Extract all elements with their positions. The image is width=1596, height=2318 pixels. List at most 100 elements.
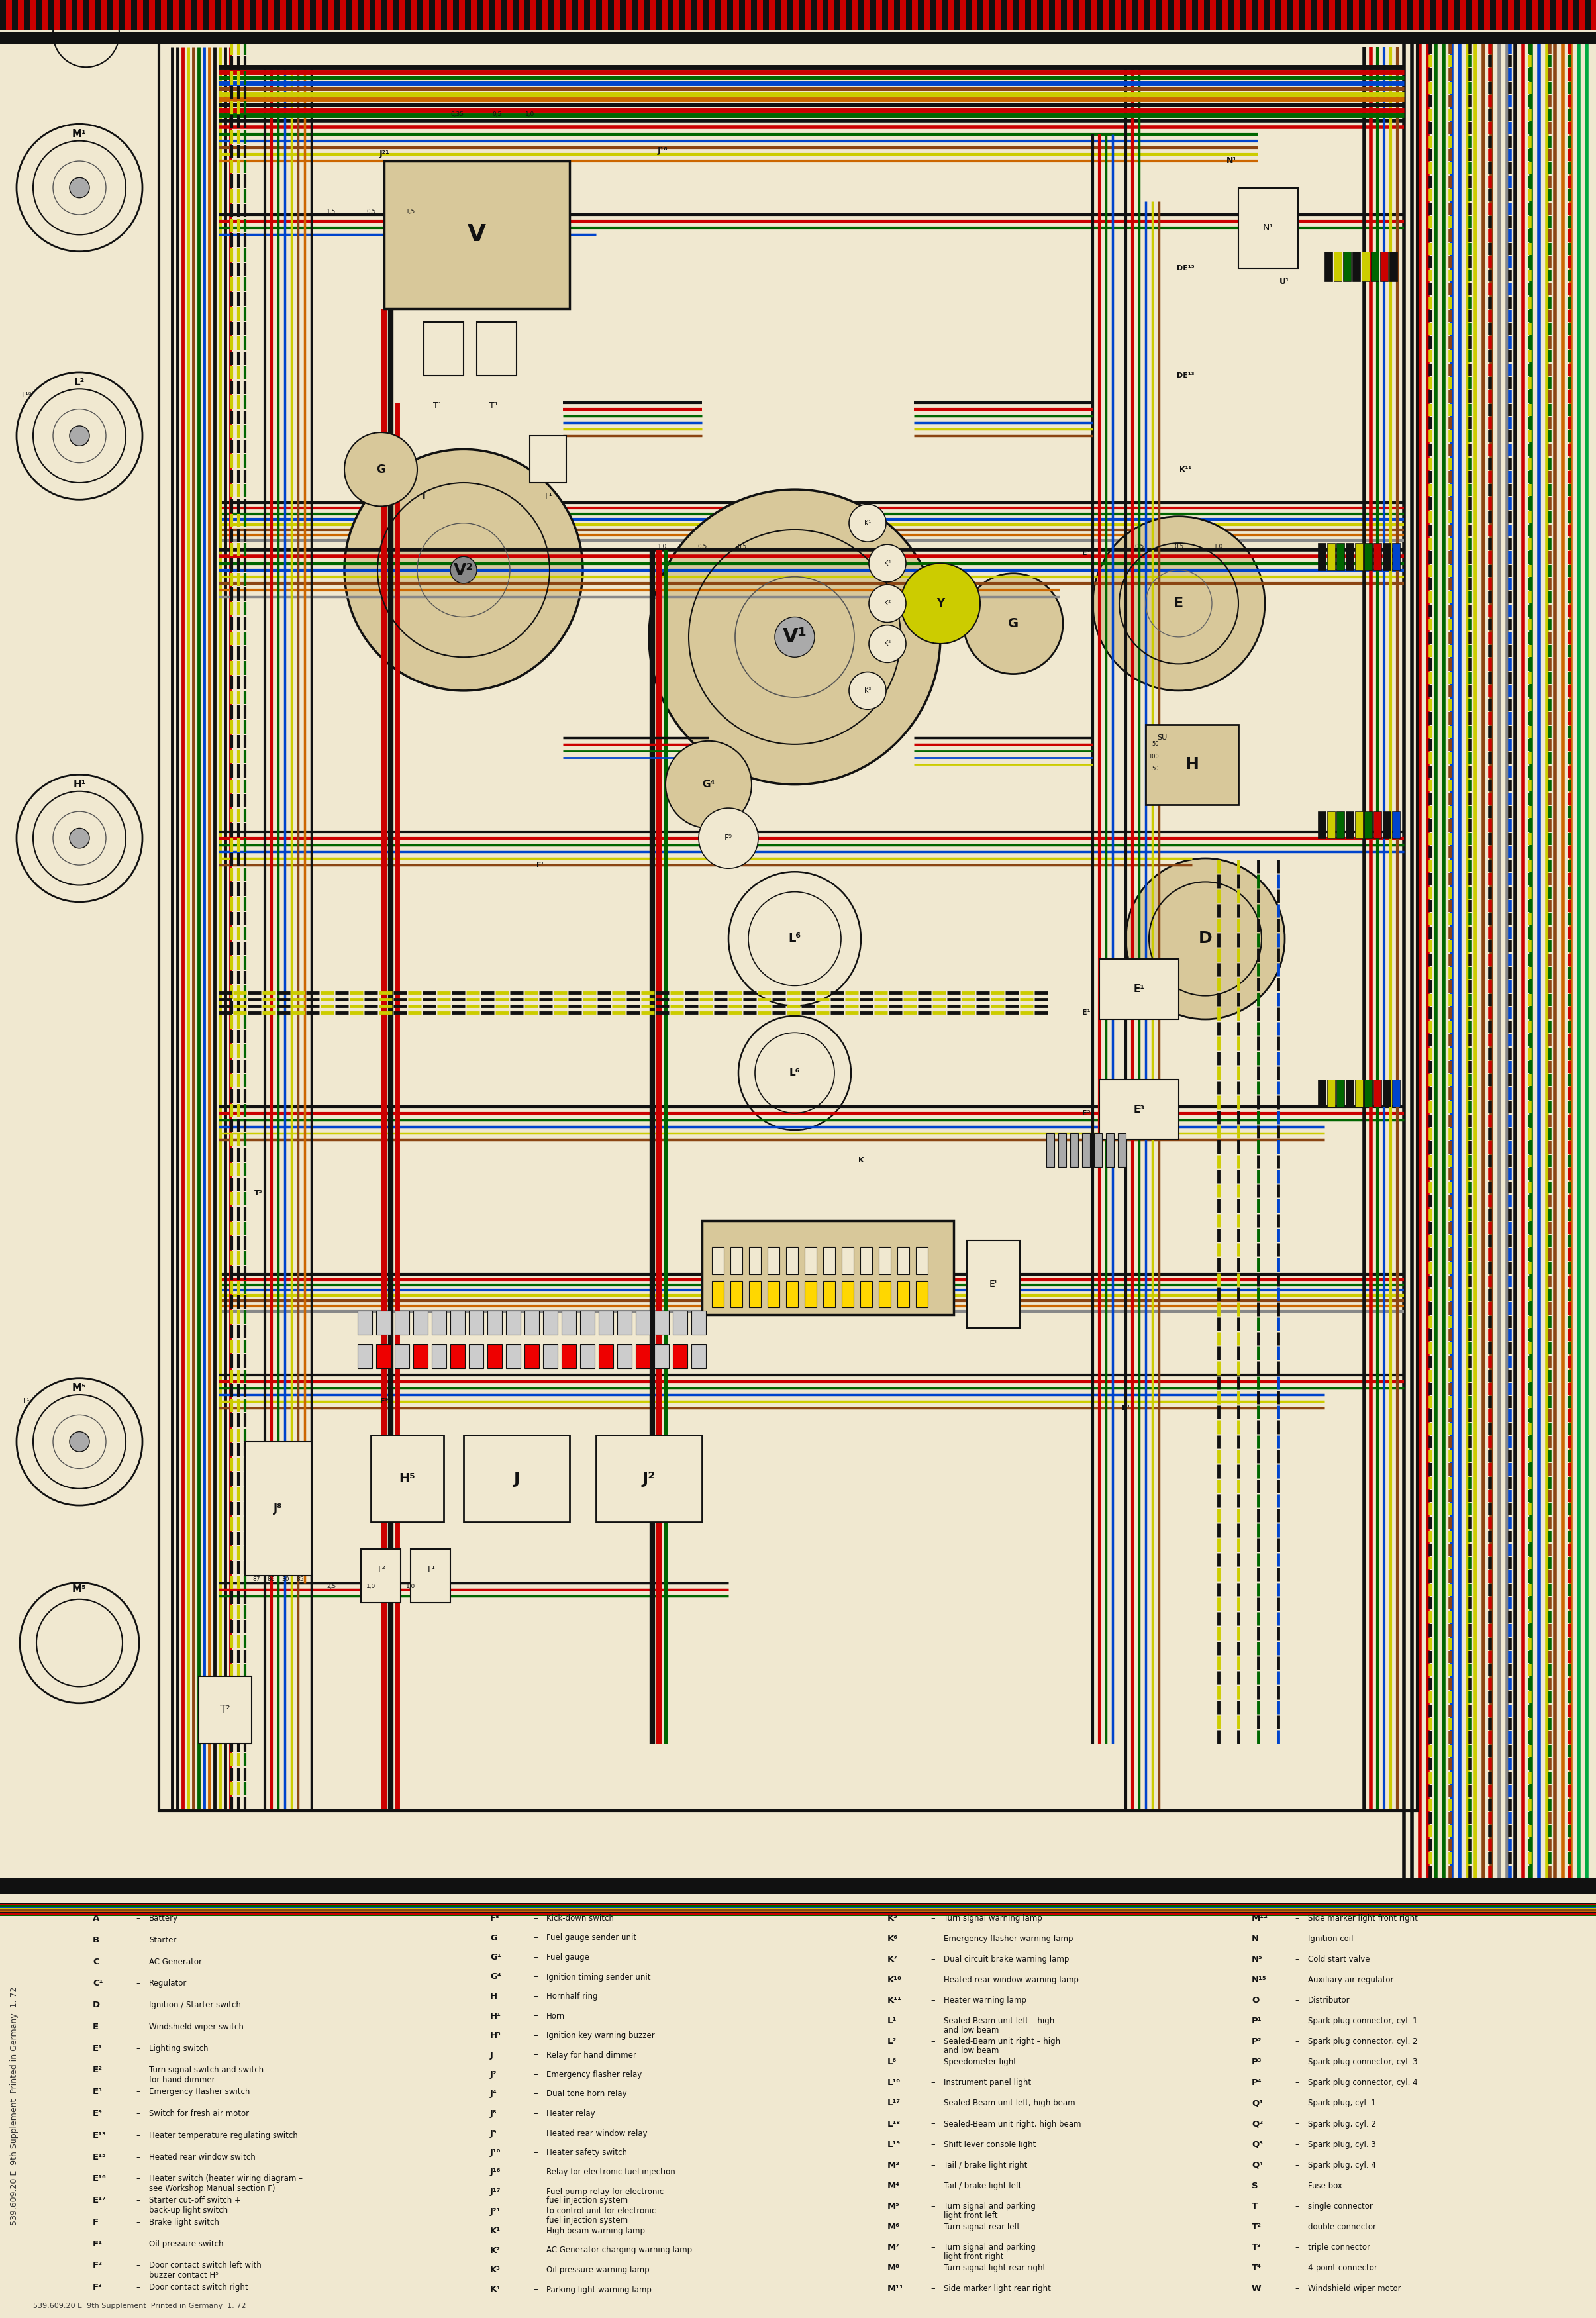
Text: –: – — [533, 2167, 538, 2177]
Text: –: – — [1294, 1915, 1299, 1922]
Text: Fuse box: Fuse box — [1309, 2181, 1342, 2191]
Text: DE¹⁵: DE¹⁵ — [1176, 264, 1194, 271]
Bar — [798, 0, 804, 30]
Bar — [120, 0, 124, 30]
Text: T³: T³ — [1251, 2244, 1261, 2251]
Bar — [618, 1344, 632, 1368]
Circle shape — [699, 809, 758, 869]
Text: M¹: M¹ — [72, 130, 86, 139]
Text: Door contact switch right: Door contact switch right — [148, 2283, 247, 2293]
Text: G⁴: G⁴ — [702, 779, 715, 790]
Text: Parking light warning lamp: Parking light warning lamp — [546, 2286, 651, 2295]
Text: E¹⁷: E¹⁷ — [93, 2195, 107, 2204]
Circle shape — [16, 125, 142, 250]
Text: M⁵: M⁵ — [887, 2202, 900, 2211]
Text: T¹: T¹ — [488, 401, 498, 410]
Bar — [1392, 1080, 1400, 1106]
Bar — [450, 1344, 464, 1368]
Text: D: D — [93, 2000, 101, 2010]
Text: E¹⁶: E¹⁶ — [93, 2174, 107, 2184]
Text: V²: V² — [453, 561, 474, 577]
Bar — [897, 1247, 910, 1275]
Text: Battery: Battery — [148, 1915, 179, 1922]
Bar — [131, 0, 137, 30]
Bar — [464, 0, 471, 30]
Text: J¹⁶: J¹⁶ — [490, 2167, 501, 2177]
Bar — [477, 322, 517, 376]
Bar — [72, 0, 78, 30]
Bar — [1312, 0, 1317, 30]
Text: –: – — [1294, 1996, 1299, 2005]
Bar — [619, 0, 626, 30]
Bar — [763, 0, 769, 30]
Text: T⁴: T⁴ — [1251, 2265, 1261, 2272]
Text: 1,0: 1,0 — [658, 545, 667, 549]
Bar — [654, 1312, 669, 1335]
Text: G: G — [377, 464, 385, 475]
Text: B: B — [93, 1936, 99, 1945]
Bar — [1345, 811, 1353, 839]
Bar — [560, 0, 567, 30]
Bar — [24, 0, 30, 30]
Text: –: – — [930, 2244, 935, 2251]
Bar — [377, 1344, 391, 1368]
Bar — [774, 0, 780, 30]
Bar — [1203, 0, 1210, 30]
Bar — [1430, 0, 1436, 30]
Text: E²: E² — [93, 2065, 102, 2075]
Bar — [477, 0, 482, 30]
Bar — [822, 0, 828, 30]
Text: J¹⁷: J¹⁷ — [490, 2188, 501, 2195]
Bar — [579, 1312, 595, 1335]
Text: –: – — [533, 2031, 538, 2040]
Bar — [1336, 542, 1344, 570]
Bar — [512, 0, 519, 30]
Bar — [310, 0, 316, 30]
Bar — [1288, 0, 1293, 30]
Bar — [525, 1312, 539, 1335]
Bar — [83, 0, 89, 30]
Bar — [870, 0, 876, 30]
Text: L¹⁷: L¹⁷ — [887, 2100, 900, 2107]
Text: L¹: L¹ — [887, 2017, 897, 2026]
Text: Spark plug, cyl. 3: Spark plug, cyl. 3 — [1309, 2140, 1376, 2149]
Text: J⁸: J⁸ — [273, 1502, 282, 1514]
Text: J⁹: J⁹ — [490, 2128, 496, 2137]
Bar — [1106, 1134, 1114, 1166]
Text: J²: J² — [490, 2070, 498, 2079]
Bar — [543, 1344, 557, 1368]
Text: Dual circuit brake warning lamp: Dual circuit brake warning lamp — [943, 1954, 1069, 1963]
Text: M⁶: M⁶ — [887, 2223, 900, 2232]
Text: Sealed-Beam unit right – high: Sealed-Beam unit right – high — [943, 2038, 1060, 2047]
Bar — [879, 1247, 891, 1275]
Text: and low beam: and low beam — [943, 2026, 999, 2035]
Text: H⁵: H⁵ — [399, 1472, 415, 1486]
Text: –: – — [533, 1991, 538, 2000]
Bar — [1345, 1080, 1353, 1106]
Text: Auxiliary air regulator: Auxiliary air regulator — [1309, 1975, 1393, 1984]
Bar — [1392, 542, 1400, 570]
Bar — [1318, 542, 1326, 570]
Text: –: – — [533, 1973, 538, 1982]
Text: 0,5: 0,5 — [365, 209, 375, 216]
Text: Spark plug connector, cyl. 3: Spark plug connector, cyl. 3 — [1309, 2058, 1417, 2068]
Bar — [487, 1344, 503, 1368]
Text: Turn signal switch and switch: Turn signal switch and switch — [148, 2065, 263, 2075]
Bar — [1515, 0, 1519, 30]
Text: L¹⁸: L¹⁸ — [887, 2119, 900, 2128]
Text: L¹⁹: L¹⁹ — [887, 2140, 900, 2149]
Text: –: – — [533, 2265, 538, 2274]
Text: –: – — [1294, 2181, 1299, 2191]
Bar — [680, 0, 685, 30]
Text: 1,5: 1,5 — [405, 209, 415, 216]
Text: –: – — [533, 2246, 538, 2255]
Bar — [635, 1344, 650, 1368]
Text: K¹¹: K¹¹ — [887, 1996, 902, 2005]
Bar — [549, 0, 554, 30]
Text: 2,5: 2,5 — [327, 1583, 335, 1590]
Text: Q⁴: Q⁴ — [1251, 2160, 1262, 2170]
Bar — [715, 0, 721, 30]
Text: U¹: U¹ — [1280, 278, 1290, 285]
Text: M⁵: M⁵ — [72, 1583, 86, 1595]
Text: V¹: V¹ — [782, 628, 808, 647]
